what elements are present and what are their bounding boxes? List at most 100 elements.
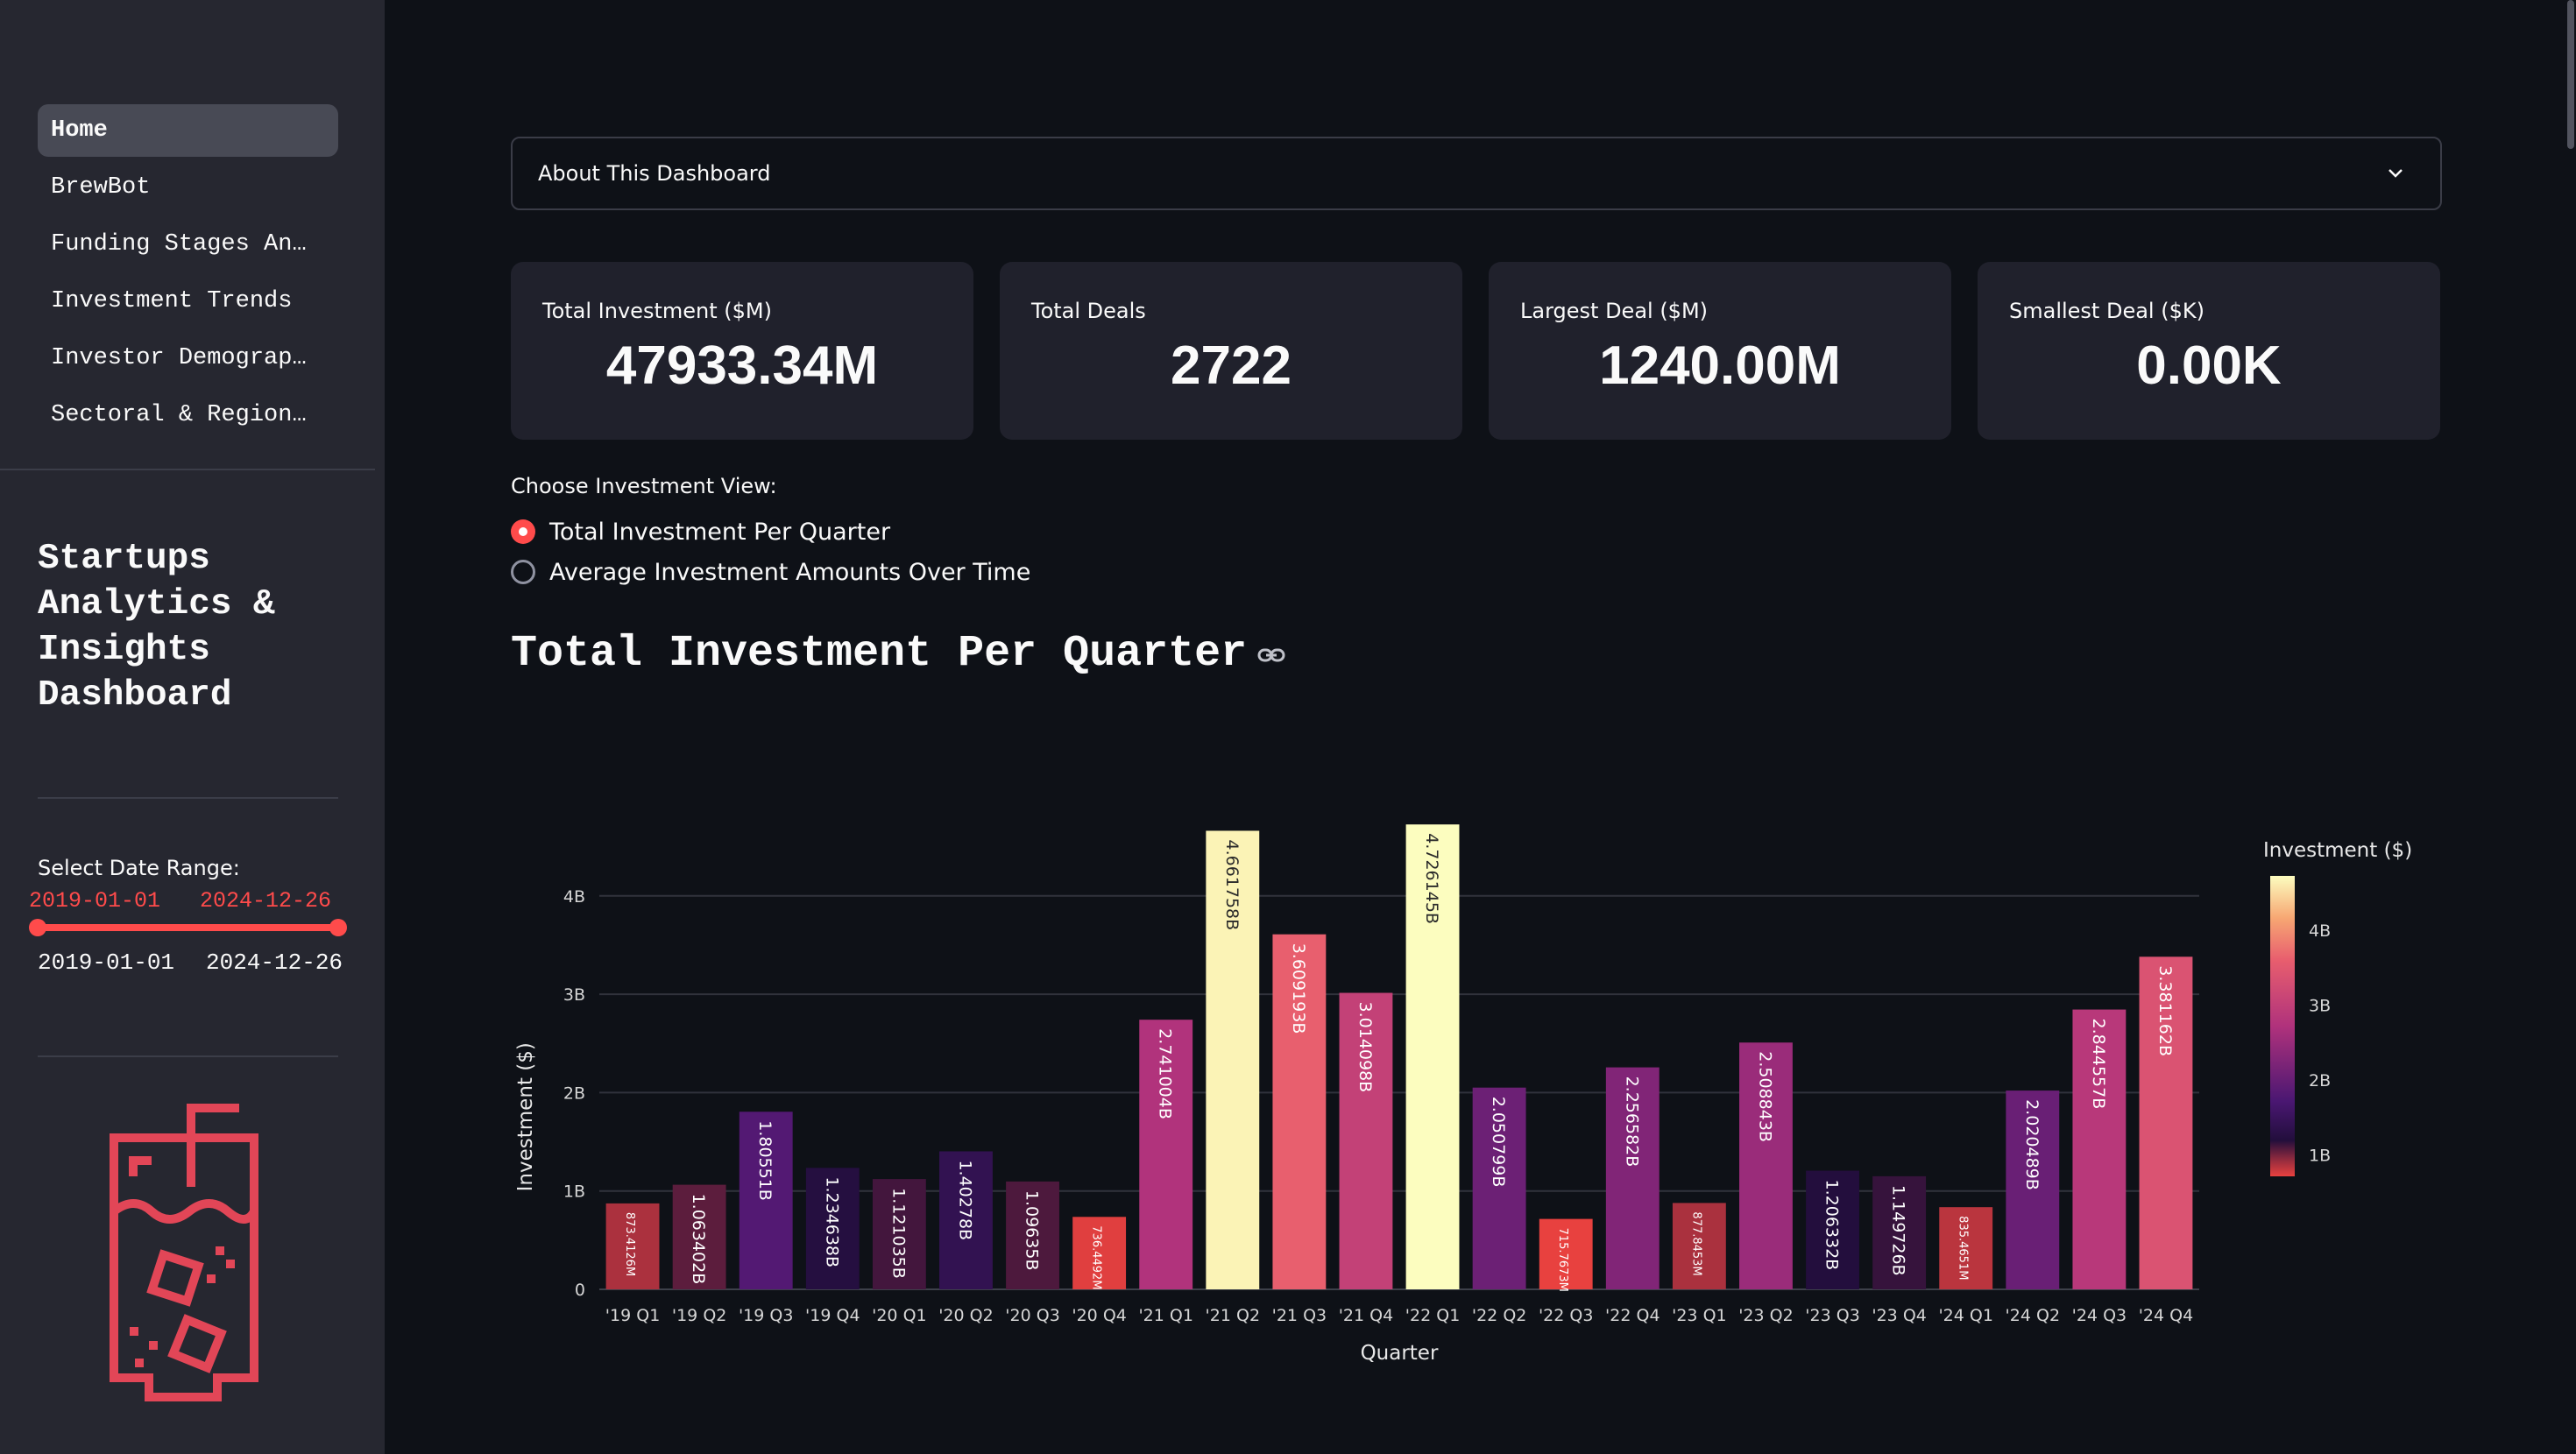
chart-bar[interactable] <box>1605 1067 1660 1289</box>
nav-item-investor-demographics[interactable]: Investor Demograp… <box>51 345 307 371</box>
chart-bar[interactable] <box>1472 1087 1526 1289</box>
about-dashboard-expander[interactable]: About This Dashboard <box>511 137 2442 210</box>
bar-data-label: 1.09635B <box>1023 1190 1042 1271</box>
investment-view-label: Choose Investment View: <box>511 474 777 498</box>
chart-heading: Total Investment Per Quarter <box>511 629 1248 679</box>
nav-item-brewbot[interactable]: BrewBot <box>51 174 151 201</box>
x-tick-label: '24 Q3 <box>2072 1306 2127 1325</box>
bar-data-label: 3.381162B <box>2155 965 2175 1056</box>
metric-label: Largest Deal ($M) <box>1520 299 1709 323</box>
chart-bar[interactable] <box>1339 992 1393 1289</box>
metric-label: Total Investment ($M) <box>542 299 772 323</box>
bar-data-label: 736.4492M <box>1090 1225 1103 1289</box>
colorbar-tick-label: 2B <box>2309 1071 2331 1090</box>
x-tick-label: '23 Q3 <box>1805 1306 1859 1325</box>
x-tick-label: '19 Q2 <box>672 1306 726 1325</box>
chart-bar[interactable] <box>1006 1181 1059 1289</box>
bar-data-label: 2.020489B <box>2022 1099 2042 1190</box>
chart-bar[interactable] <box>1806 1170 1859 1289</box>
x-axis-title: Quarter <box>1361 1342 1439 1365</box>
x-tick-label: '23 Q4 <box>1872 1306 1926 1325</box>
bar-data-label: 4.726145B <box>1422 833 1441 924</box>
bar-data-label: 1.80551B <box>755 1120 775 1201</box>
nav-item-investment-trends[interactable]: Investment Trends <box>51 288 293 314</box>
y-tick-label: 4B <box>563 887 585 907</box>
link-icon[interactable] <box>1256 643 1286 667</box>
nav-item-sectoral-regional[interactable]: Sectoral & Region… <box>51 402 307 428</box>
bar-data-label: 1.063402B <box>689 1194 708 1285</box>
colorbar-title: Investment ($) <box>2263 839 2412 862</box>
bar-data-label: 1.206332B <box>1822 1180 1842 1271</box>
y-tick-label: 3B <box>563 985 585 1005</box>
date-range-max-label: 2024-12-26 <box>206 949 343 976</box>
y-tick-label: 2B <box>563 1083 585 1103</box>
radio-selected-indicator[interactable] <box>511 519 535 544</box>
bar-data-label: 715.7673M <box>1556 1228 1569 1292</box>
bar-data-label: 877.8453M <box>1689 1211 1702 1275</box>
sidebar: Home BrewBot Funding Stages An… Investme… <box>0 0 385 1454</box>
date-range-start-value: 2019-01-01 <box>29 888 161 914</box>
x-tick-label: '24 Q1 <box>1938 1306 1992 1325</box>
radio-average-investment[interactable]: Average Investment Amounts Over Time <box>511 556 1030 588</box>
chart-bar[interactable] <box>2072 1009 2127 1289</box>
date-range-end-handle[interactable] <box>329 919 347 936</box>
chart-bar[interactable] <box>939 1151 993 1289</box>
x-tick-label: '23 Q1 <box>1672 1306 1726 1325</box>
x-tick-label: '19 Q3 <box>739 1306 793 1325</box>
chart-bar[interactable] <box>1405 824 1460 1289</box>
chart-bar[interactable] <box>1539 1218 1593 1289</box>
chevron-down-icon <box>2388 169 2403 178</box>
nav-item-funding-stages[interactable]: Funding Stages An… <box>51 231 307 258</box>
chart-bar[interactable] <box>1739 1042 1793 1289</box>
y-tick-label: 1B <box>563 1182 585 1202</box>
x-tick-label: '23 Q2 <box>1738 1306 1793 1325</box>
chart-bar[interactable] <box>1272 934 1327 1289</box>
radio-indicator[interactable] <box>511 560 535 584</box>
chart-bar[interactable] <box>672 1184 726 1289</box>
x-tick-label: '22 Q3 <box>1539 1306 1593 1325</box>
y-axis-title: Investment ($) <box>514 1042 537 1191</box>
chart-bar[interactable] <box>2006 1090 2060 1289</box>
chart-bar[interactable] <box>1072 1217 1127 1289</box>
date-range-slider[interactable] <box>38 924 338 931</box>
date-range-label: Select Date Range: <box>38 856 240 880</box>
radio-label: Average Investment Amounts Over Time <box>549 558 1031 586</box>
x-tick-label: '21 Q4 <box>1339 1306 1393 1325</box>
date-range-end-value: 2024-12-26 <box>200 888 332 914</box>
expander-label: About This Dashboard <box>538 161 771 186</box>
bar-data-label: 2.050799B <box>1489 1097 1508 1188</box>
chart-bar[interactable] <box>605 1203 660 1289</box>
chart-bar[interactable] <box>1672 1203 1726 1289</box>
nav-item-home[interactable]: Home <box>38 104 338 157</box>
radio-label: Total Investment Per Quarter <box>549 518 891 546</box>
page-scrollbar[interactable] <box>2567 0 2574 149</box>
x-tick-label: '22 Q4 <box>1605 1306 1660 1325</box>
metric-value: 1240.00M <box>1599 335 1841 396</box>
x-tick-label: '21 Q1 <box>1138 1306 1192 1325</box>
colorbar-tick-label: 3B <box>2309 997 2331 1016</box>
chart-bar[interactable] <box>805 1168 860 1289</box>
chart-bar[interactable] <box>739 1112 793 1289</box>
bar-data-label: 1.234638B <box>822 1176 841 1267</box>
chart-bar[interactable] <box>2139 956 2193 1289</box>
bar-data-label: 2.508843B <box>1755 1051 1774 1142</box>
bar-data-label: 873.4126M <box>623 1212 636 1276</box>
x-tick-label: '19 Q4 <box>805 1306 860 1325</box>
chart-bar[interactable] <box>872 1179 926 1289</box>
metric-total-deals: Total Deals 2722 <box>1000 262 1462 440</box>
iced-drink-icon <box>110 1104 258 1401</box>
chart-bar[interactable] <box>1939 1207 1993 1289</box>
radio-total-investment[interactable]: Total Investment Per Quarter <box>511 516 890 547</box>
bar-data-label: 4.661758B <box>1222 839 1242 930</box>
bar-data-label: 2.256582B <box>1622 1076 1641 1168</box>
bar-data-label: 2.741004B <box>1156 1028 1175 1119</box>
sidebar-divider <box>0 469 375 470</box>
metric-smallest-deal: Smallest Deal ($K) 0.00K <box>1978 262 2440 440</box>
date-range-start-handle[interactable] <box>29 919 46 936</box>
chart-bar[interactable] <box>1206 830 1260 1289</box>
colorbar-tick-label: 1B <box>2309 1147 2331 1166</box>
chart-bar[interactable] <box>1872 1175 1927 1289</box>
colorbar <box>2270 876 2295 1176</box>
chart-bar[interactable] <box>1139 1020 1193 1289</box>
x-tick-label: '20 Q1 <box>872 1306 926 1325</box>
